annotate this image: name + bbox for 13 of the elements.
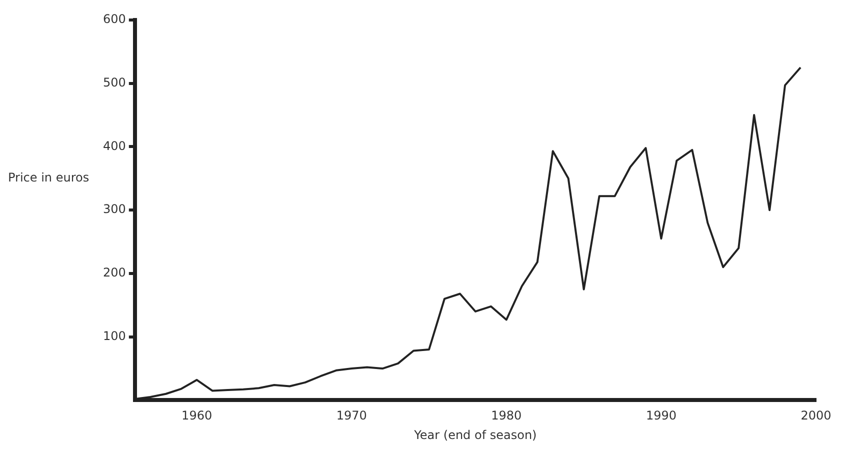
x-tick-label: 1990 <box>646 408 676 423</box>
x-tick-label: 1980 <box>491 408 522 423</box>
y-tick-label: 500 <box>103 75 126 90</box>
y-tick-label: 100 <box>103 328 126 343</box>
y-axis-title: Price in euros <box>8 170 90 185</box>
x-tick-label: 2000 <box>800 408 832 423</box>
y-tick-label: 600 <box>103 12 126 26</box>
y-tick-label: 300 <box>103 202 126 216</box>
x-tick-label: 1960 <box>182 408 212 423</box>
y-tick-label: 400 <box>103 138 126 153</box>
y-tick-label: 200 <box>103 266 126 280</box>
x-tick-label: 1970 <box>336 408 367 423</box>
x-axis-title: Year (end of season) <box>413 428 537 442</box>
